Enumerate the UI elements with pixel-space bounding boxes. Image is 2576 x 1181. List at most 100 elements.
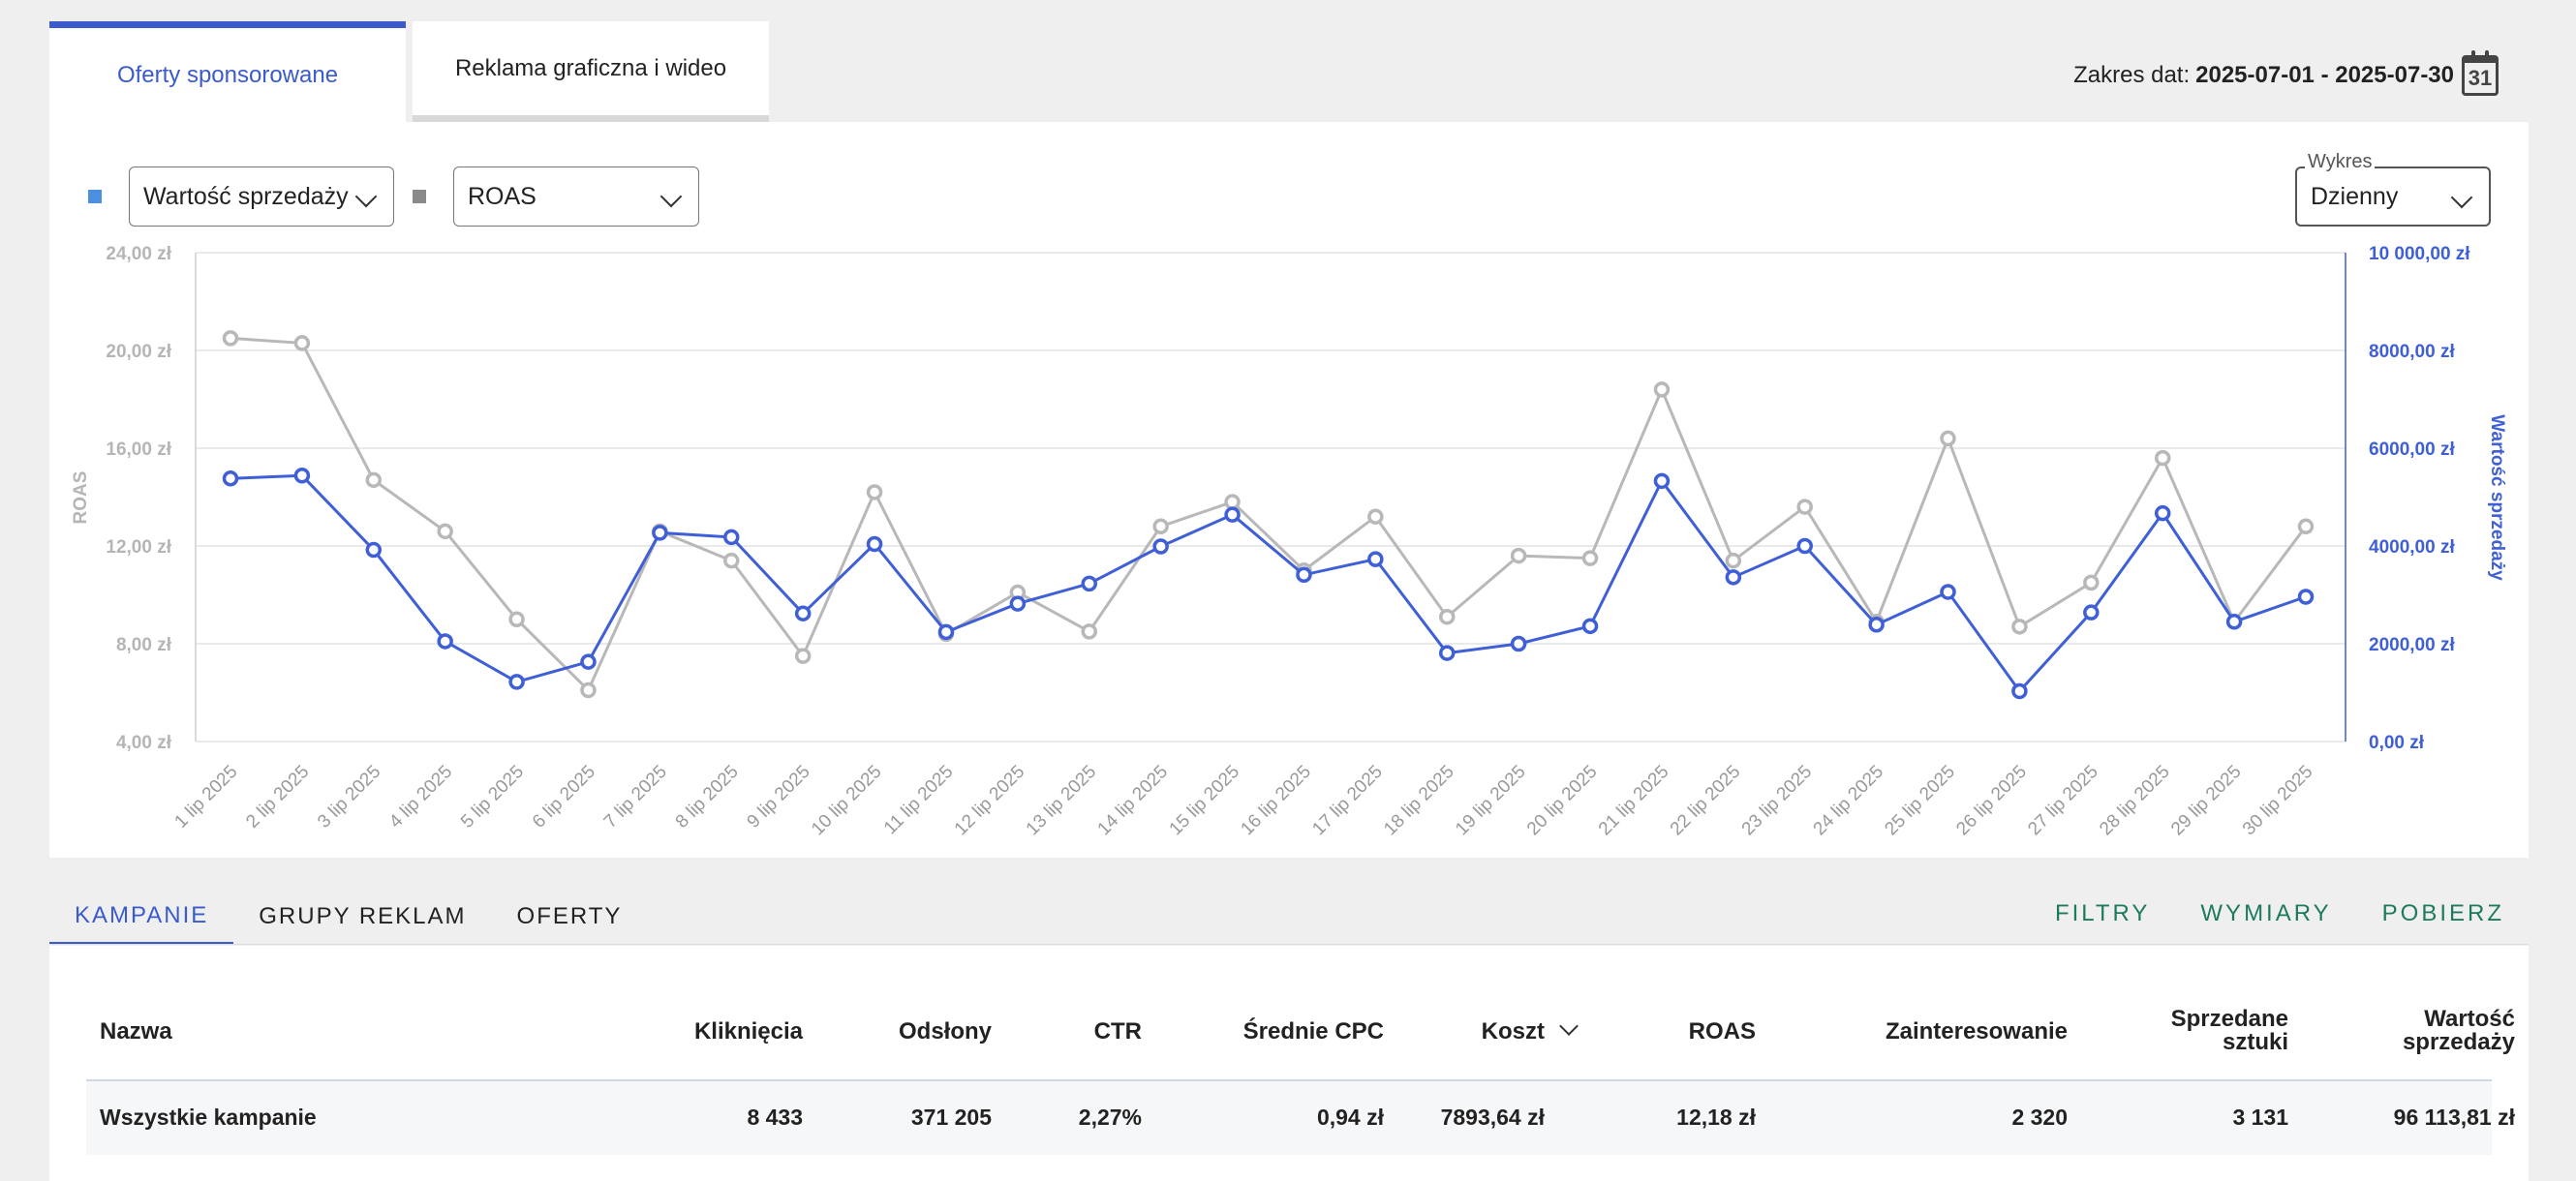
table-row[interactable]: Wszystkie kampanie 8 433 371 205 2,27% 0… <box>86 1081 2515 1155</box>
roas-series-line <box>230 336 2308 693</box>
x-tick-label: 26 lip 2025 <box>1952 762 2031 840</box>
calendar-icon[interactable]: 31 <box>2462 50 2499 96</box>
x-tick-label: 28 lip 2025 <box>2096 762 2174 840</box>
right-tick-label: 8000,00 zł <box>2369 342 2455 362</box>
filters-button[interactable]: FILTRY <box>2054 900 2151 926</box>
left-tick-label: 24,00 zł <box>106 244 171 264</box>
x-tick-label: 3 lip 2025 <box>314 762 384 833</box>
col-name[interactable]: Nazwa <box>100 1018 172 1045</box>
chart-type-dropdown[interactable]: Dzienny <box>2295 167 2491 227</box>
tab-campaigns[interactable]: KAMPANIE <box>49 889 234 945</box>
x-tick-label: 8 lip 2025 <box>672 762 743 833</box>
cell-views: 371 205 <box>910 1105 992 1130</box>
roas-point <box>2154 449 2171 467</box>
roas-point <box>1796 499 1813 515</box>
col-sales-value-2[interactable]: sprzedaży <box>2402 1029 2515 1055</box>
sales-value-point <box>1224 506 1241 523</box>
x-tick-label: 23 lip 2025 <box>1738 762 1817 840</box>
x-tick-label: 18 lip 2025 <box>1380 762 1458 840</box>
col-cost[interactable]: Koszt <box>1481 1018 1545 1045</box>
roas-point <box>1725 552 1742 569</box>
x-tick-label: 12 lip 2025 <box>951 762 1029 840</box>
col-avg-cpc[interactable]: Średnie CPC <box>1242 1018 1384 1045</box>
sales-value-point <box>2297 589 2315 605</box>
sales-value-point <box>1581 618 1599 635</box>
col-sold-units-2[interactable]: sztuki <box>2222 1029 2288 1055</box>
right-tick-label: 6000,00 zł <box>2369 439 2455 460</box>
x-tick-label: 19 lip 2025 <box>1452 762 1530 840</box>
tab-offers[interactable]: OFERTY <box>516 903 623 929</box>
x-tick-label: 17 lip 2025 <box>1308 762 1387 840</box>
col-interest[interactable]: Zainteresowanie <box>1885 1018 2068 1045</box>
sales-value-point <box>652 525 668 541</box>
sales-value-point <box>1725 569 1742 586</box>
line-chart: 24,00 zł 20,00 zł 16,00 zł 12,00 zł 8,00 zł 4… <box>71 244 2507 840</box>
left-tick-label: 8,00 zł <box>116 635 172 655</box>
left-tick-label: 12,00 zł <box>106 537 171 558</box>
campaigns-table: Nazwa Kliknięcia Odsłony CTR Średnie CPC… <box>49 946 2529 1181</box>
date-range-label: Zakres dat: <box>2073 62 2191 88</box>
chart-panel: Wartość sprzedaży ROAS Dzienny Wykres 24… <box>49 122 2529 858</box>
sales-value-point <box>866 535 883 553</box>
roas-point <box>1653 381 1671 398</box>
roas-point <box>794 648 812 664</box>
col-sales-value-1[interactable]: Wartość <box>2424 1006 2515 1032</box>
sales-value-series-line <box>230 473 2307 694</box>
table-header: Nazwa Kliknięcia Odsłony CTR Średnie CPC… <box>86 946 2515 1081</box>
sales-value-point <box>723 529 740 546</box>
cell-roas: 12,18 zł <box>1676 1105 1756 1130</box>
metric1-value: Wartość sprzedaży <box>143 182 349 210</box>
x-tick-label: 6 lip 2025 <box>529 762 599 833</box>
x-tick-label: 11 lip 2025 <box>880 762 958 839</box>
dimensions-button[interactable]: WYMIARY <box>2200 900 2332 926</box>
x-tick-label: 13 lip 2025 <box>1023 762 1101 840</box>
roas-point <box>1081 623 1098 640</box>
tab-ad-groups[interactable]: GRUPY REKLAM <box>259 903 467 929</box>
sales-value-point <box>437 633 453 650</box>
cell-sales-value: 96 113,81 zł <box>2393 1105 2515 1130</box>
tab-sponsored-offers[interactable]: Oferty sponsorowane <box>49 21 406 122</box>
x-tick-label: 9 lip 2025 <box>744 762 814 833</box>
col-clicks[interactable]: Kliknięcia <box>693 1018 803 1045</box>
x-tick-label: 1 lip 2025 <box>170 762 241 833</box>
cell-clicks: 8 433 <box>747 1105 803 1130</box>
roas-point <box>293 335 311 351</box>
x-tick-label: 5 lip 2025 <box>457 762 528 833</box>
roas-point <box>580 681 597 699</box>
metric2-dropdown[interactable]: ROAS <box>453 167 699 227</box>
tabs-divider <box>49 944 2529 945</box>
col-views[interactable]: Odsłony <box>898 1018 992 1045</box>
col-ctr[interactable]: CTR <box>1093 1018 1142 1045</box>
sales-value-point <box>2011 682 2028 700</box>
left-tick-label: 20,00 zł <box>106 342 171 362</box>
left-axis-label: ROAS <box>71 471 91 525</box>
metric1-dropdown[interactable]: Wartość sprzedaży <box>129 167 394 227</box>
sort-chevron-icon[interactable] <box>1559 1016 1579 1036</box>
sales-value-point <box>794 605 812 621</box>
roas-point <box>2297 518 2315 535</box>
cell-cost: 7893,64 zł <box>1440 1105 1545 1130</box>
roas-point <box>1940 430 1956 447</box>
x-tick-label: 2 lip 2025 <box>242 762 313 833</box>
sales-value-point <box>1438 645 1456 661</box>
sales-value-point <box>1940 584 1956 600</box>
roas-point <box>1438 608 1456 625</box>
roas-point <box>1510 547 1527 564</box>
right-tick-label: 4000,00 zł <box>2369 537 2455 558</box>
left-tick-label: 16,00 zł <box>106 439 171 460</box>
table-actions: FILTRY WYMIARY POBIERZ <box>2055 900 2504 927</box>
roas-point <box>222 330 239 347</box>
cell-sold-units: 3 131 <box>2232 1105 2288 1130</box>
col-roas[interactable]: ROAS <box>1688 1018 1756 1045</box>
col-sold-units-1[interactable]: Sprzedane <box>2170 1006 2288 1032</box>
cell-name: Wszystkie kampanie <box>100 1105 317 1130</box>
cell-avg-cpc: 0,94 zł <box>1316 1105 1384 1130</box>
roas-point <box>866 484 883 500</box>
sales-value-point <box>2154 504 2171 522</box>
sales-value-point <box>937 623 955 641</box>
x-tick-label: 29 lip 2025 <box>2167 762 2246 840</box>
sales-value-point <box>2083 604 2100 621</box>
download-button[interactable]: POBIERZ <box>2381 900 2504 926</box>
sales-value-point <box>1152 538 1169 555</box>
tab-display-video[interactable]: Reklama graficzna i wideo <box>413 21 769 122</box>
